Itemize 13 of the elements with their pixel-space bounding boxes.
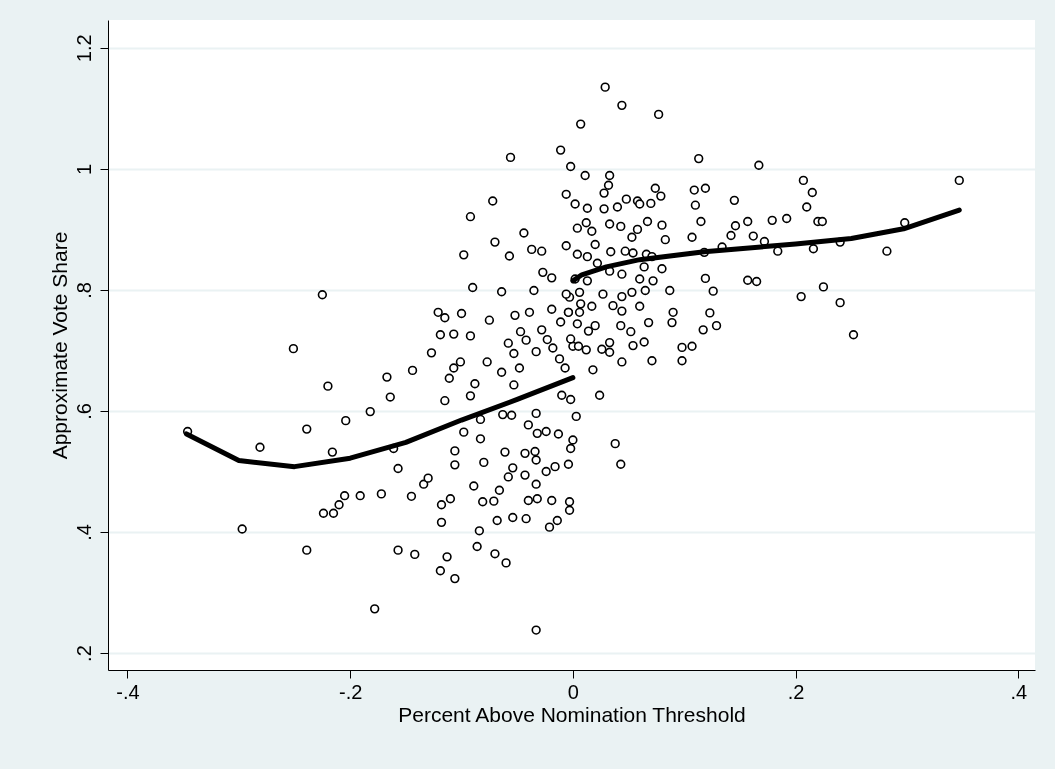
- x-axis-title: Percent Above Nomination Threshold: [398, 702, 746, 726]
- x-tick-label: .4: [1010, 680, 1028, 703]
- y-tick-label: 1.2: [72, 34, 95, 63]
- x-tick-label: -.2: [339, 680, 363, 703]
- y-tick-label: .8: [72, 282, 95, 299]
- y-tick-label: 1: [72, 163, 95, 175]
- y-tick-label: .4: [72, 524, 95, 541]
- x-tick-label: .2: [787, 680, 805, 703]
- y-axis-title: Approximate Vote Share: [47, 231, 71, 460]
- x-tick-label: -.4: [116, 680, 140, 703]
- x-tick-label: 0: [567, 680, 579, 703]
- y-tick-label: .2: [72, 645, 95, 662]
- y-tick-label: .6: [72, 403, 95, 420]
